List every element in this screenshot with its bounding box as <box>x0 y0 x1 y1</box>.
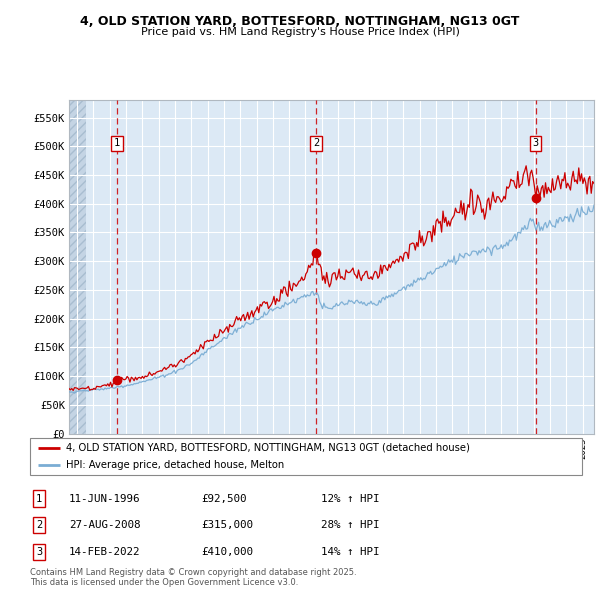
Text: £315,000: £315,000 <box>201 520 253 530</box>
Text: 11-JUN-1996: 11-JUN-1996 <box>69 494 140 503</box>
Bar <box>69 100 86 434</box>
Text: 1: 1 <box>114 139 120 149</box>
Text: 3: 3 <box>533 139 539 149</box>
Text: 1: 1 <box>36 494 42 503</box>
Text: 3: 3 <box>36 547 42 556</box>
Text: 27-AUG-2008: 27-AUG-2008 <box>69 520 140 530</box>
Text: 4, OLD STATION YARD, BOTTESFORD, NOTTINGHAM, NG13 0GT (detached house): 4, OLD STATION YARD, BOTTESFORD, NOTTING… <box>66 443 470 453</box>
Text: HPI: Average price, detached house, Melton: HPI: Average price, detached house, Melt… <box>66 460 284 470</box>
Text: 4, OLD STATION YARD, BOTTESFORD, NOTTINGHAM, NG13 0GT: 4, OLD STATION YARD, BOTTESFORD, NOTTING… <box>80 15 520 28</box>
Text: Price paid vs. HM Land Registry's House Price Index (HPI): Price paid vs. HM Land Registry's House … <box>140 27 460 37</box>
Text: 2: 2 <box>313 139 319 149</box>
Text: 2: 2 <box>36 520 42 530</box>
Text: Contains HM Land Registry data © Crown copyright and database right 2025.
This d: Contains HM Land Registry data © Crown c… <box>30 568 356 587</box>
Text: 14% ↑ HPI: 14% ↑ HPI <box>321 547 380 556</box>
FancyBboxPatch shape <box>30 438 582 475</box>
Text: 12% ↑ HPI: 12% ↑ HPI <box>321 494 380 503</box>
Text: 28% ↑ HPI: 28% ↑ HPI <box>321 520 380 530</box>
Text: £410,000: £410,000 <box>201 547 253 556</box>
Text: £92,500: £92,500 <box>201 494 247 503</box>
Text: 14-FEB-2022: 14-FEB-2022 <box>69 547 140 556</box>
